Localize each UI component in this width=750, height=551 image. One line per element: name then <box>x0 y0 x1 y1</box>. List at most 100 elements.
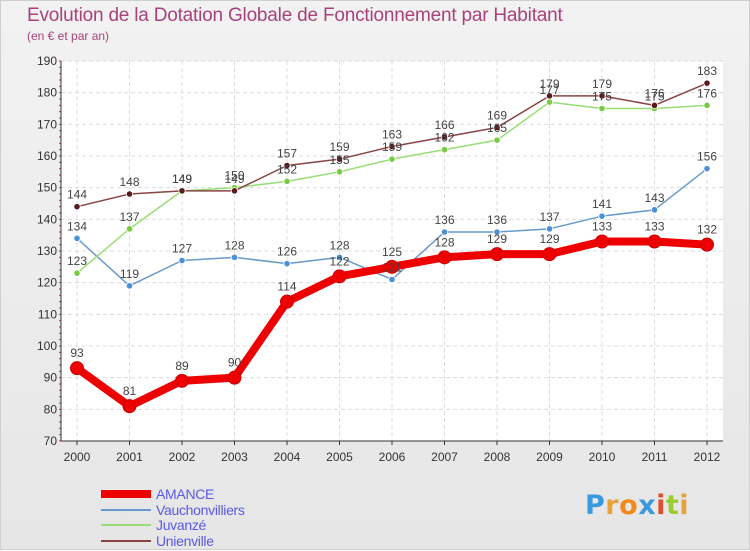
series-layer <box>70 79 714 414</box>
y-minor-tick <box>59 294 61 296</box>
y-minor-tick <box>59 307 61 309</box>
proxiti-logo: Proxiti <box>585 490 689 521</box>
data-point-vauchonvilliers <box>335 253 344 261</box>
y-minor-tick <box>59 206 61 208</box>
x-tick-label: 2006 <box>379 450 406 464</box>
data-label-amance: 132 <box>697 223 717 237</box>
data-point-amance <box>647 234 662 249</box>
data-label-unienville: 176 <box>644 86 664 100</box>
data-point-amance <box>227 370 242 385</box>
data-point-unienville <box>125 190 134 198</box>
data-point-juvanze <box>703 101 711 109</box>
y-minor-tick <box>59 332 61 334</box>
y-tick-label: 120 <box>37 276 57 290</box>
y-minor-tick <box>59 396 61 398</box>
data-point-unienville <box>178 187 186 195</box>
logo-letter: o <box>619 490 639 521</box>
y-minor-tick <box>59 364 61 366</box>
y-minor-tick <box>59 269 61 271</box>
data-point-amance <box>437 250 452 265</box>
data-label-amance: 133 <box>644 220 664 234</box>
data-label-juvanze: 149 <box>172 172 192 186</box>
data-point-vauchonvilliers <box>545 225 554 233</box>
legend-label: Juvanzé <box>156 517 207 533</box>
y-minor-tick <box>59 383 61 385</box>
data-point-vauchonvilliers <box>440 228 449 236</box>
data-point-vauchonvilliers <box>230 253 239 261</box>
y-minor-tick <box>59 149 61 151</box>
y-minor-tick <box>59 98 61 100</box>
data-label-juvanze: 137 <box>119 210 139 224</box>
y-tick-label: 190 <box>37 54 57 68</box>
data-point-juvanze <box>335 168 344 176</box>
data-label-vauchonvilliers: 127 <box>172 242 192 256</box>
legend-label: Vauchonvilliers <box>156 501 245 518</box>
legend-label: Unienville <box>156 532 214 549</box>
data-label-vauchonvilliers: 121 <box>382 261 402 275</box>
data-label-vauchonvilliers: 126 <box>277 245 297 259</box>
y-minor-tick <box>59 370 61 372</box>
series-vauchonvilliers <box>73 165 711 290</box>
x-tick-label: 2007 <box>431 450 458 464</box>
data-point-unienville <box>388 142 396 151</box>
data-point-vauchonvilliers <box>650 206 659 214</box>
series-unienville <box>73 79 711 211</box>
data-label-juvanze: 123 <box>67 254 87 268</box>
data-label-unienville: 148 <box>119 175 139 189</box>
y-minor-tick <box>59 142 61 144</box>
data-point-amance <box>700 237 714 252</box>
y-minor-tick <box>59 402 61 404</box>
y-minor-tick <box>59 123 61 125</box>
y-minor-tick <box>59 389 61 391</box>
data-label-amance: 129 <box>539 232 559 246</box>
y-minor-tick <box>59 199 61 201</box>
y-minor-tick <box>59 187 61 189</box>
data-label-unienville: 169 <box>487 109 507 123</box>
x-tick-label: 2008 <box>484 450 511 464</box>
x-tick-label: 2000 <box>64 450 91 464</box>
x-tick-label: 2010 <box>589 450 616 464</box>
data-point-juvanze <box>440 146 449 154</box>
y-minor-tick <box>59 288 61 290</box>
data-point-amance <box>542 247 557 262</box>
y-minor-tick <box>59 358 61 360</box>
legend-swatch <box>101 524 151 526</box>
data-label-unienville: 149 <box>172 172 192 186</box>
y-minor-tick <box>59 193 61 195</box>
data-point-juvanze <box>125 225 134 233</box>
data-label-juvanze: 175 <box>592 90 612 104</box>
y-minor-tick <box>59 136 61 138</box>
y-minor-tick <box>59 320 61 322</box>
data-label-unienville: 163 <box>382 128 402 142</box>
y-minor-tick <box>59 421 61 423</box>
data-label-amance: 81 <box>123 384 137 398</box>
y-minor-tick <box>59 79 61 81</box>
y-minor-tick <box>59 282 61 284</box>
data-point-juvanze <box>493 136 501 144</box>
data-point-unienville <box>650 101 659 109</box>
y-minor-tick <box>59 174 61 176</box>
y-tick-label: 150 <box>37 181 57 195</box>
data-point-vauchonvilliers <box>703 165 711 173</box>
data-label-unienville: 144 <box>67 188 87 202</box>
data-label-amance: 90 <box>228 356 242 370</box>
y-minor-tick <box>59 440 61 442</box>
data-label-vauchonvilliers: 136 <box>487 213 507 227</box>
y-tick-label: 80 <box>44 402 58 416</box>
y-minor-tick <box>59 73 61 75</box>
data-point-amance <box>490 247 504 262</box>
data-point-unienville <box>230 187 239 195</box>
data-point-unienville <box>598 92 606 100</box>
y-minor-tick <box>59 161 61 163</box>
data-label-unienville: 183 <box>697 64 717 78</box>
x-tick-label: 2011 <box>642 450 668 464</box>
data-label-vauchonvilliers: 136 <box>434 213 454 227</box>
data-point-juvanze <box>545 98 554 106</box>
data-label-juvanze: 176 <box>697 86 717 100</box>
data-point-vauchonvilliers <box>283 260 291 268</box>
data-label-vauchonvilliers: 128 <box>329 238 349 252</box>
series-amance <box>70 234 714 414</box>
chart-title: Evolution de la Dotation Globale de Fonc… <box>27 5 563 26</box>
data-label-amance: 129 <box>487 232 507 246</box>
